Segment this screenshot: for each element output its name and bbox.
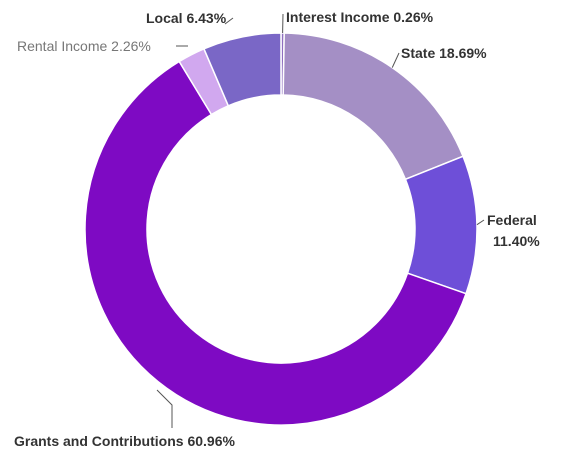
leader-lines [156, 13, 485, 428]
slice-federal [404, 155, 478, 295]
label-rental-income: Rental Income 2.26% [17, 38, 151, 54]
label-state: State 18.69% [401, 45, 487, 61]
slice-grants-and-contributions [84, 60, 467, 426]
slice-local [202, 32, 282, 107]
label-federal-value: 11.40% [493, 233, 540, 249]
label-grants-and-contributions: Grants and Contributions 60.96% [14, 433, 235, 449]
leader-local [224, 17, 234, 25]
leader-state [391, 52, 400, 68]
donut-slices [84, 32, 478, 426]
label-interest-income: Interest Income 0.26% [286, 9, 434, 25]
leader-federal [476, 219, 485, 226]
label-federal-name: Federal [487, 212, 537, 228]
label-local: Local 6.43% [146, 10, 227, 26]
leader-grants-and-contributions [156, 389, 173, 428]
